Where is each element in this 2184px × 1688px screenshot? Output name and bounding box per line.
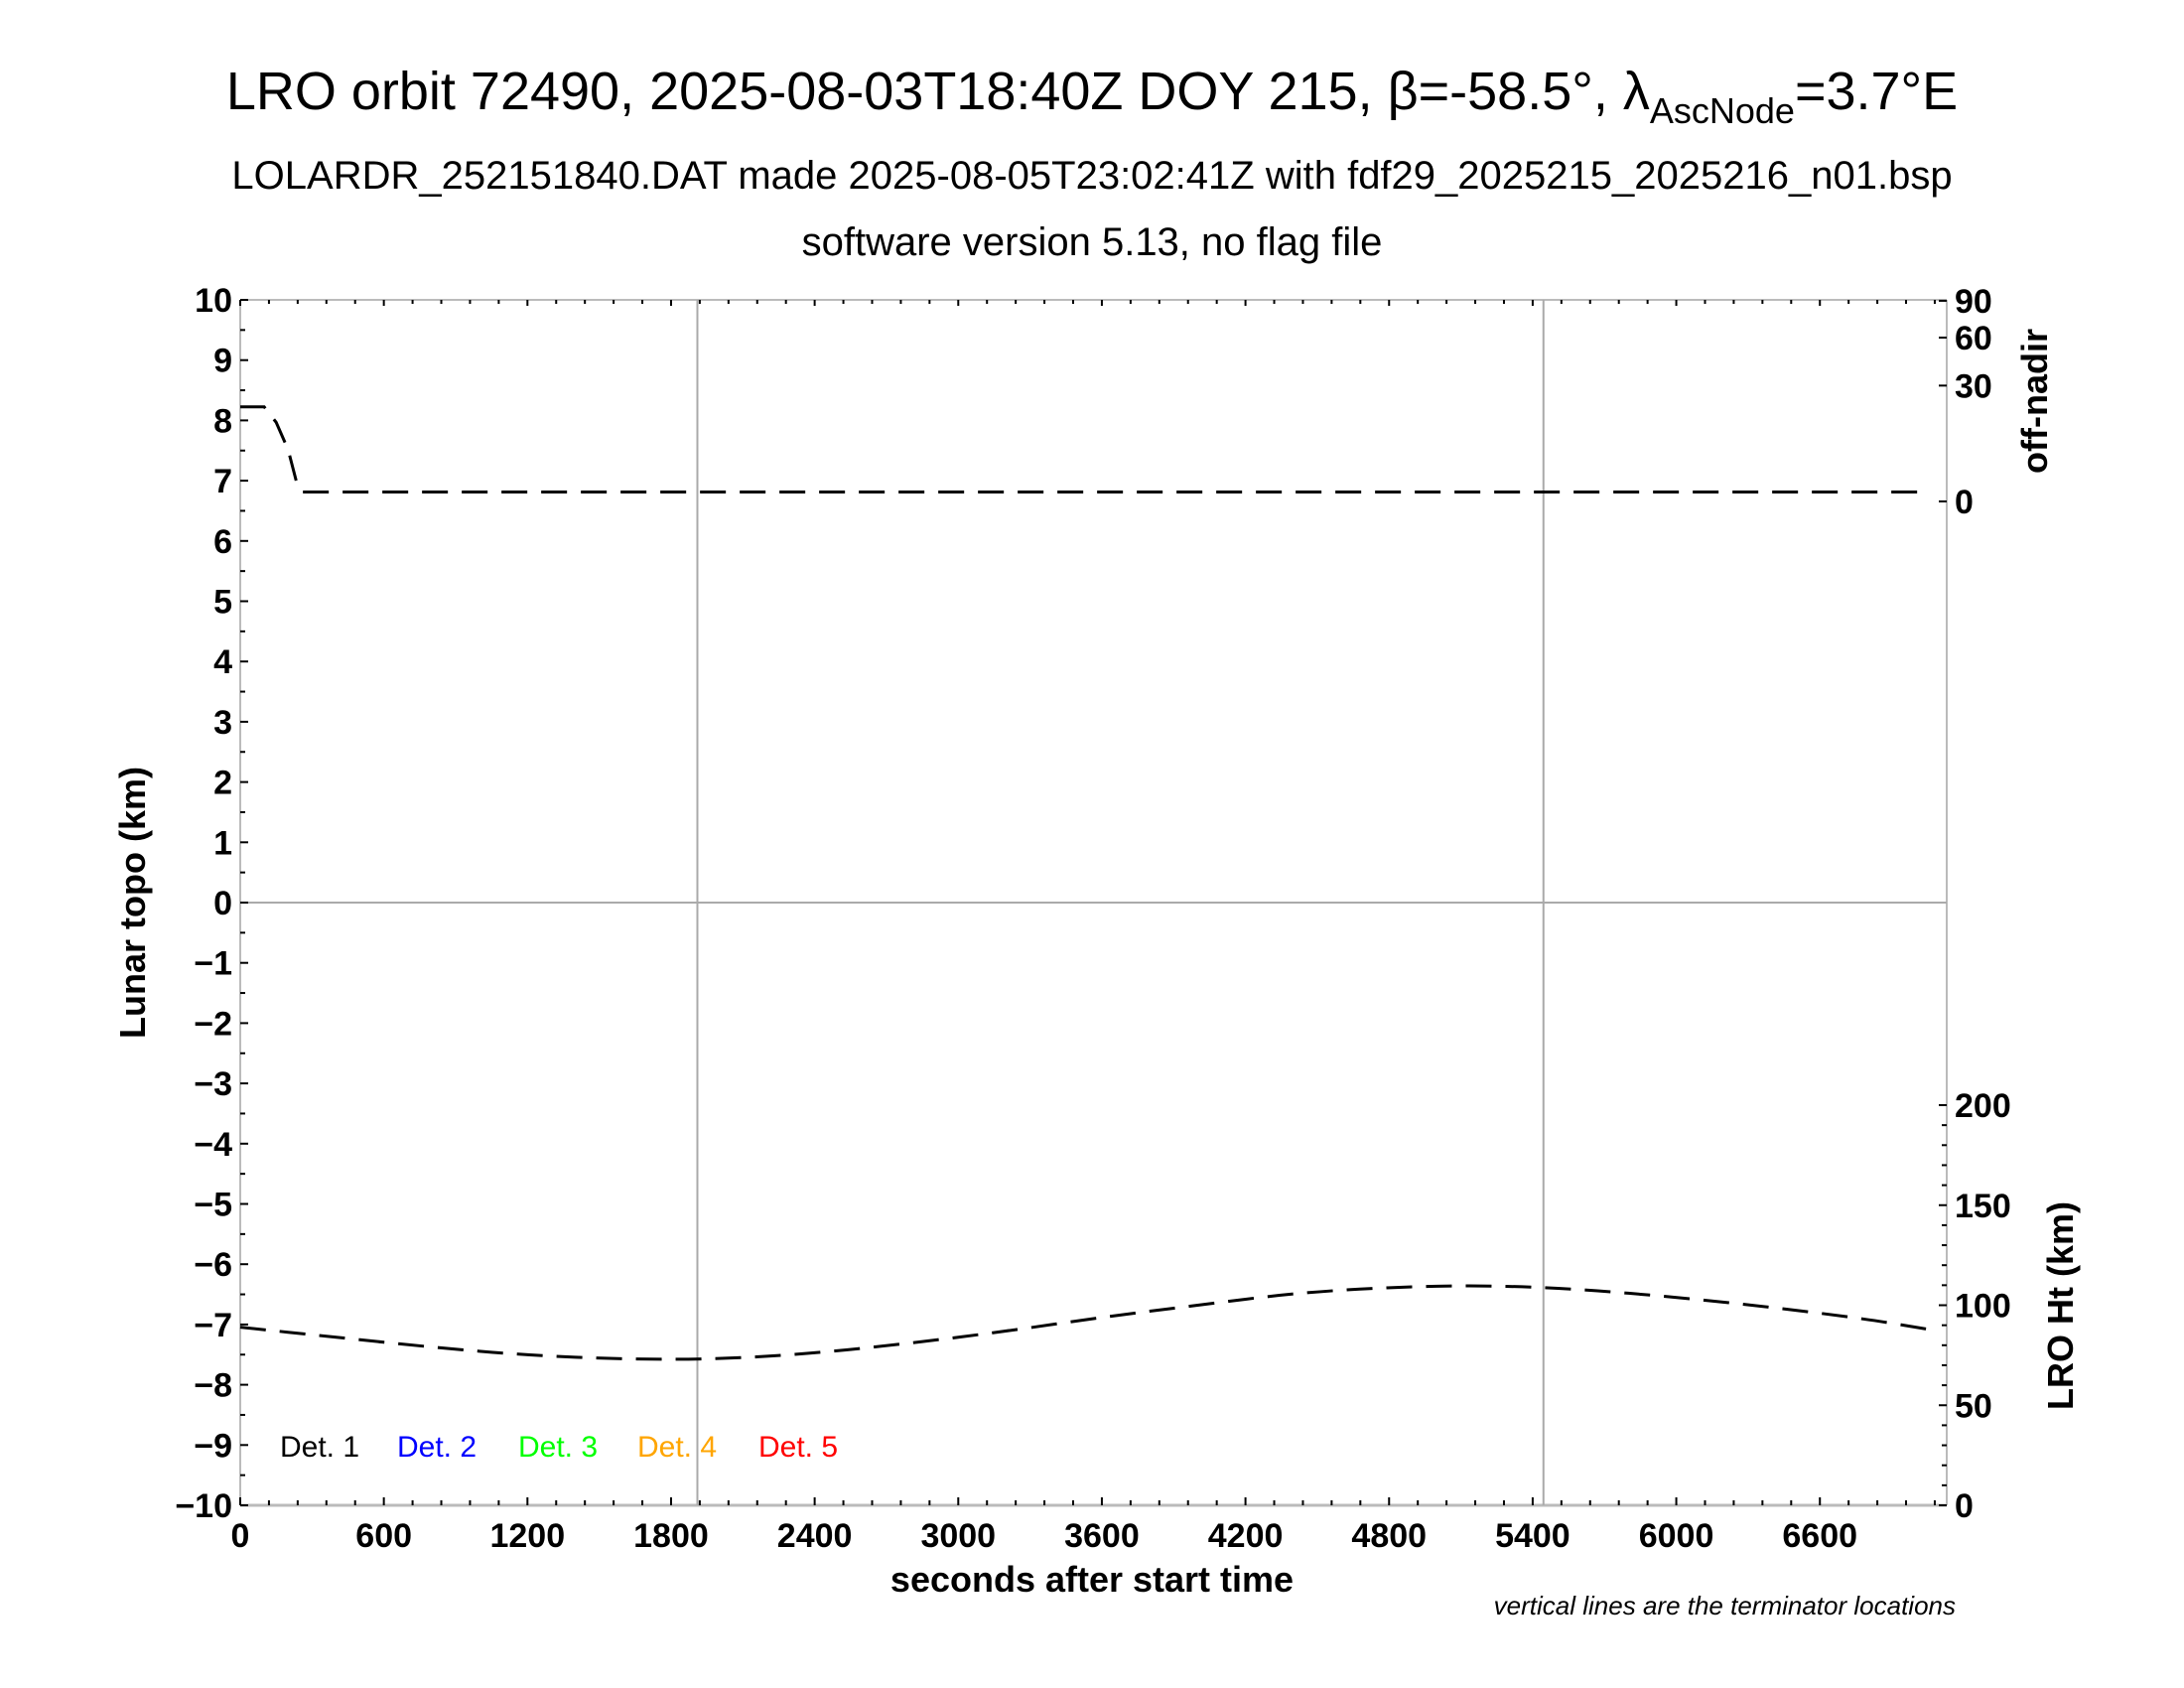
legend-entry-det-4: Det. 4 <box>637 1431 717 1464</box>
y-tick-label: −6 <box>194 1246 232 1284</box>
x-tick-label: 600 <box>355 1517 412 1555</box>
y-tick-label: −10 <box>175 1487 232 1525</box>
y-tick-label: 7 <box>213 463 232 500</box>
y-tick-label: −2 <box>194 1005 232 1043</box>
lro-ht-tick-label: 150 <box>1955 1188 2011 1225</box>
y-tick-label: 0 <box>213 885 232 922</box>
y-tick-label: 8 <box>213 402 232 440</box>
chart-title: LRO orbit 72490, 2025-08-03T18:40Z DOY 2… <box>226 62 1958 131</box>
x-tick-label: 6000 <box>1639 1517 1714 1555</box>
x-tick-label: 4800 <box>1351 1517 1427 1555</box>
chart-subtitle: LOLARDR_252151840.DAT made 2025-08-05T23… <box>231 154 1952 198</box>
off-nadir-tick-label: 30 <box>1955 367 1992 405</box>
y-tick-label: −7 <box>194 1307 232 1344</box>
x-tick-label: 5400 <box>1495 1517 1570 1555</box>
x-tick-label: 4200 <box>1208 1517 1284 1555</box>
legend-entry-det-3: Det. 3 <box>518 1431 598 1464</box>
legend-entry-det-1: Det. 1 <box>280 1431 359 1464</box>
y-tick-label: −9 <box>194 1427 232 1465</box>
x-tick-label: 1200 <box>489 1517 565 1555</box>
off-nadir-line <box>240 405 1928 493</box>
y-tick-label: 3 <box>213 704 232 742</box>
y-tick-label: 6 <box>213 523 232 561</box>
x-axis-label: seconds after start time <box>890 1559 1294 1600</box>
lro-ht-tick-label: 0 <box>1955 1487 1974 1525</box>
y-axis-label: Lunar topo (km) <box>112 767 153 1039</box>
off-nadir-tick-label: 60 <box>1955 320 1992 357</box>
lro-ht-line <box>239 1284 1929 1361</box>
x-tick-label: 1800 <box>633 1517 709 1555</box>
legend-entry-det-5: Det. 5 <box>758 1431 838 1464</box>
off-nadir-tick-label: 90 <box>1955 283 1992 321</box>
legend-entry-det-2: Det. 2 <box>397 1431 477 1464</box>
off-nadir-tick-label: 0 <box>1955 484 1974 521</box>
x-tick-label: 3600 <box>1064 1517 1140 1555</box>
y2-axis-label-lro-ht: LRO Ht (km) <box>2040 1201 2081 1410</box>
y-tick-label: −5 <box>194 1187 232 1224</box>
x-tick-label: 0 <box>231 1517 250 1555</box>
y-tick-label: −8 <box>194 1367 232 1405</box>
y2-axis-label-off-nadir: off-nadir <box>2014 329 2055 474</box>
lro-ht-tick-label: 100 <box>1955 1288 2011 1326</box>
lro-ht-tick-label: 50 <box>1955 1387 1992 1425</box>
y-tick-label: 9 <box>213 343 232 380</box>
x-tick-label: 2400 <box>777 1517 853 1555</box>
y-tick-label: −3 <box>194 1065 232 1103</box>
terminator-note: vertical lines are the terminator locati… <box>1494 1591 1956 1620</box>
y-tick-label: 10 <box>195 282 232 320</box>
y-tick-label: −1 <box>194 945 232 983</box>
y-tick-label: 5 <box>213 584 232 622</box>
x-tick-label: 6600 <box>1782 1517 1857 1555</box>
chart-subtitle-2: software version 5.13, no flag file <box>802 220 1383 264</box>
x-tick-label: 3000 <box>920 1517 996 1555</box>
lro-ht-tick-label: 200 <box>1955 1087 2011 1125</box>
y-tick-label: 1 <box>213 824 232 862</box>
y-tick-label: 2 <box>213 765 232 802</box>
y-tick-label: −4 <box>194 1126 232 1164</box>
y-tick-label: 4 <box>213 643 232 681</box>
